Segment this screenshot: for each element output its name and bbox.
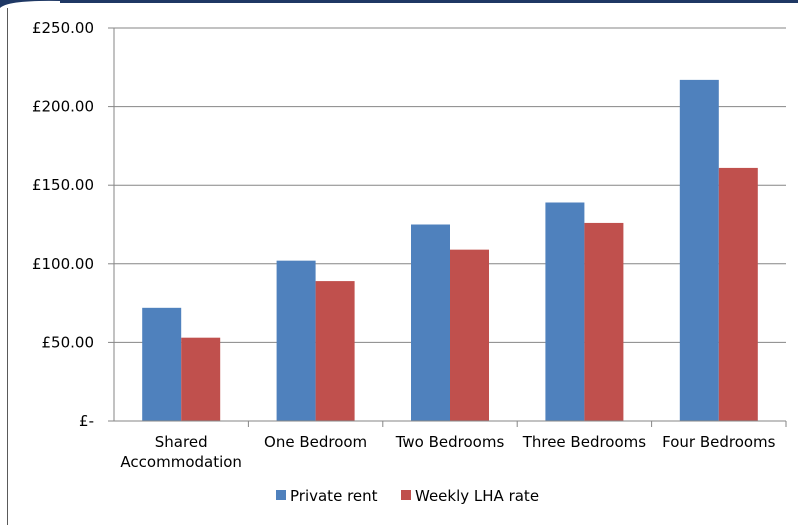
y-axis-tick-labels: £- £50.00 £100.00 £150.00 £200.00 £250.00	[32, 19, 94, 430]
legend-swatch	[276, 490, 286, 500]
y-tick-label: £50.00	[42, 333, 95, 351]
bars	[142, 79, 758, 421]
legend-label: Weekly LHA rate	[415, 487, 539, 505]
y-tick-label: £150.00	[32, 176, 94, 194]
x-tick-label: Two Bedrooms	[395, 433, 505, 451]
bar-private-rent	[545, 202, 585, 421]
bar-weekly-lha-rate	[718, 167, 758, 421]
gridlines	[114, 27, 786, 343]
legend: Private rent Weekly LHA rate	[276, 487, 539, 505]
x-tick-label: Three Bedrooms	[522, 433, 647, 451]
x-axis-tick-labels: Shared Accommodation One Bedroom Two Bedroo…	[120, 433, 775, 471]
x-tick-label: One Bedroom	[264, 433, 367, 451]
bar-private-rent	[142, 307, 182, 421]
y-tick-label: £100.00	[32, 255, 94, 273]
bar-private-rent	[411, 224, 450, 421]
y-tick-label: £250.00	[32, 19, 94, 37]
bar-private-rent	[679, 79, 719, 421]
legend-swatch	[401, 490, 411, 500]
bar-private-rent	[276, 260, 316, 421]
bar-weekly-lha-rate	[181, 337, 221, 421]
chart-frame-top-border	[0, 0, 798, 8]
x-tick-label: Four Bedrooms	[662, 433, 776, 451]
legend-label: Private rent	[290, 487, 378, 505]
bar-weekly-lha-rate	[450, 249, 489, 421]
x-tick-label: Shared	[155, 433, 208, 451]
x-tick-label: Accommodation	[120, 453, 242, 471]
y-tick-label: £200.00	[32, 98, 94, 116]
y-tick-label: £-	[79, 412, 94, 430]
axes	[108, 27, 787, 427]
bar-weekly-lha-rate	[315, 281, 355, 421]
bar-weekly-lha-rate	[584, 222, 624, 421]
chart-area: £- £50.00 £100.00 £150.00 £200.00 £250.00 Sha…	[7, 8, 798, 525]
bar-chart: £- £50.00 £100.00 £150.00 £200.00 £250.00 Sha…	[32, 19, 787, 505]
